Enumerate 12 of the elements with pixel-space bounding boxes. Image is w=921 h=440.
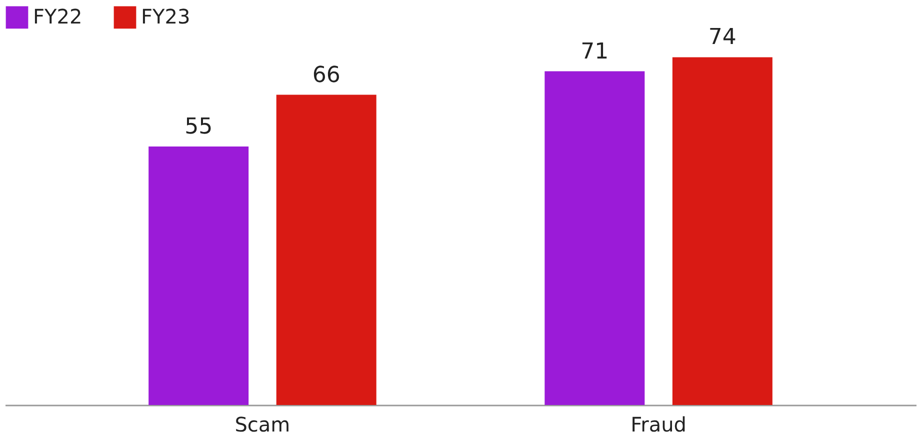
- x-tick-label: Scam: [234, 412, 290, 436]
- data-label: 66: [312, 62, 340, 88]
- data-label: 74: [708, 25, 736, 50]
- bar: [276, 94, 376, 405]
- legend-label: FY22: [33, 4, 82, 28]
- data-label: 71: [580, 39, 609, 64]
- legend-label: FY23: [141, 4, 190, 28]
- bar: [544, 71, 645, 405]
- bar: [148, 146, 249, 405]
- x-tick-label: Fraud: [630, 412, 686, 436]
- bar: [672, 57, 772, 405]
- data-label: 55: [184, 114, 213, 140]
